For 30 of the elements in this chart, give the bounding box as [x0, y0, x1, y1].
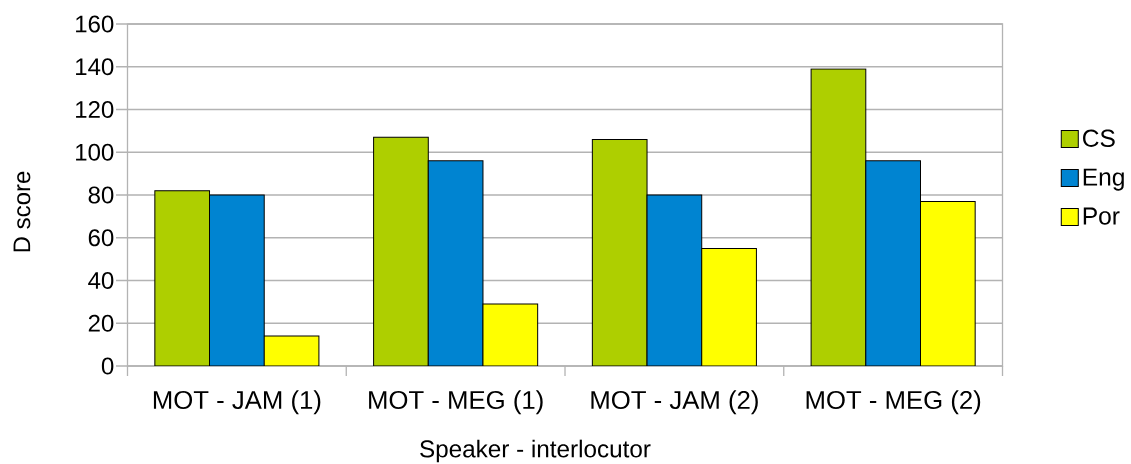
- y-tick-label: 160: [76, 15, 114, 33]
- bar: [592, 139, 648, 366]
- bar: [701, 248, 757, 366]
- bar: [154, 190, 210, 366]
- y-tick-label: 80: [88, 186, 114, 204]
- x-axis-title: Speaker - interlocutor: [420, 439, 651, 463]
- y-tick-label: 140: [76, 58, 114, 76]
- y-tick-label: 100: [76, 143, 114, 161]
- bar: [482, 304, 538, 366]
- y-tick-label: 60: [88, 229, 114, 247]
- legend-label: Por: [1083, 207, 1120, 225]
- y-tick-label: 40: [88, 271, 114, 289]
- legend-label: Eng: [1083, 168, 1124, 191]
- bar: [209, 195, 265, 366]
- y-tick-label: 120: [76, 100, 114, 118]
- x-tick-label: MOT - JAM (1): [153, 390, 321, 415]
- y-tick-label: 20: [88, 314, 114, 332]
- bar: [919, 200, 976, 366]
- bar: [810, 68, 867, 366]
- bar: [865, 160, 921, 366]
- bar: [264, 336, 319, 366]
- bar: [647, 195, 702, 366]
- bar: [428, 160, 483, 366]
- x-tick-label: MOT - JAM (2): [591, 390, 758, 415]
- y-axis-title: D score: [13, 171, 31, 252]
- x-tick-label: MOT - MEG (2): [806, 390, 981, 415]
- bar: [373, 137, 429, 366]
- legend-label: CS: [1083, 129, 1115, 147]
- x-tick-label: MOT - MEG (1): [369, 390, 543, 415]
- y-tick-label: 0: [101, 357, 114, 375]
